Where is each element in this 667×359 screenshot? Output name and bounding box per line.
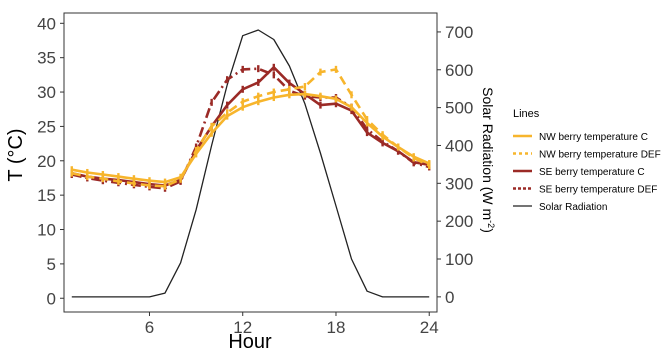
plot-panel bbox=[63, 12, 438, 313]
series-group bbox=[70, 29, 431, 298]
y-left-tick-label: 10 bbox=[37, 221, 56, 240]
y-left-tick-label: 15 bbox=[37, 186, 56, 205]
series-line-nw-berry-temperature-c bbox=[71, 92, 430, 184]
y-right-tick-label: 300 bbox=[445, 174, 473, 193]
y-axis-label-right-main: Solar Radiation (W m bbox=[480, 87, 496, 220]
series-line-se-berry-temperature-def bbox=[71, 67, 430, 190]
y-right-tick-label: 700 bbox=[445, 23, 473, 42]
x-axis-label: Hour bbox=[228, 331, 272, 353]
y-left-tick-label: 25 bbox=[37, 117, 56, 136]
x-tick-label: 12 bbox=[233, 318, 252, 337]
legend: Lines NW berry temperature C NW berry tem… bbox=[513, 108, 661, 213]
y-left-tick-label: 35 bbox=[37, 49, 56, 68]
legend-label: Solar Radiation bbox=[539, 202, 607, 213]
y-right-tick-label: 200 bbox=[445, 212, 473, 231]
legend-label: SE berry temperature C bbox=[539, 167, 645, 178]
y-left-tick-label: 20 bbox=[37, 152, 56, 171]
plot-border bbox=[63, 12, 438, 313]
y-right-tick-label: 100 bbox=[445, 250, 473, 269]
y-right-tick-label: 0 bbox=[445, 288, 454, 307]
legend-label: NW berry temperature DEF bbox=[539, 150, 661, 161]
series-line-se-berry-temperature-c bbox=[71, 66, 430, 187]
y-axis-label-right-superscript: -2 bbox=[486, 220, 496, 228]
legend-label: SE berry temperature DEF bbox=[539, 185, 657, 196]
series-line-nw-berry-temperature-def bbox=[71, 68, 430, 188]
series-line-solar-radiation bbox=[71, 29, 430, 298]
y-left-tick-label: 30 bbox=[37, 83, 56, 102]
y-left-tick-label: 0 bbox=[47, 289, 56, 308]
y-axis-label-right-close: ) bbox=[480, 228, 496, 233]
y-axis-label-left: T (°C) bbox=[5, 128, 27, 181]
x-tick-label: 6 bbox=[145, 318, 154, 337]
y-right-tick-label: 500 bbox=[445, 99, 473, 118]
y-right-tick-label: 600 bbox=[445, 61, 473, 80]
x-tick-label: 18 bbox=[327, 318, 346, 337]
y-left-tick-label: 40 bbox=[37, 14, 56, 33]
legend-title: Lines bbox=[513, 108, 540, 120]
axis-labels: Hour T (°C) Solar Radiation (W m-2) bbox=[5, 87, 496, 353]
y-left-tick-label: 5 bbox=[47, 255, 56, 274]
y-axis-label-right: Solar Radiation (W m-2) bbox=[480, 87, 496, 233]
x-tick-label: 24 bbox=[420, 318, 439, 337]
legend-label: NW berry temperature C bbox=[539, 132, 648, 143]
axes: 6 12 18 24051015202530354001002003004005006… bbox=[37, 14, 473, 337]
y-right-tick-label: 400 bbox=[445, 136, 473, 155]
